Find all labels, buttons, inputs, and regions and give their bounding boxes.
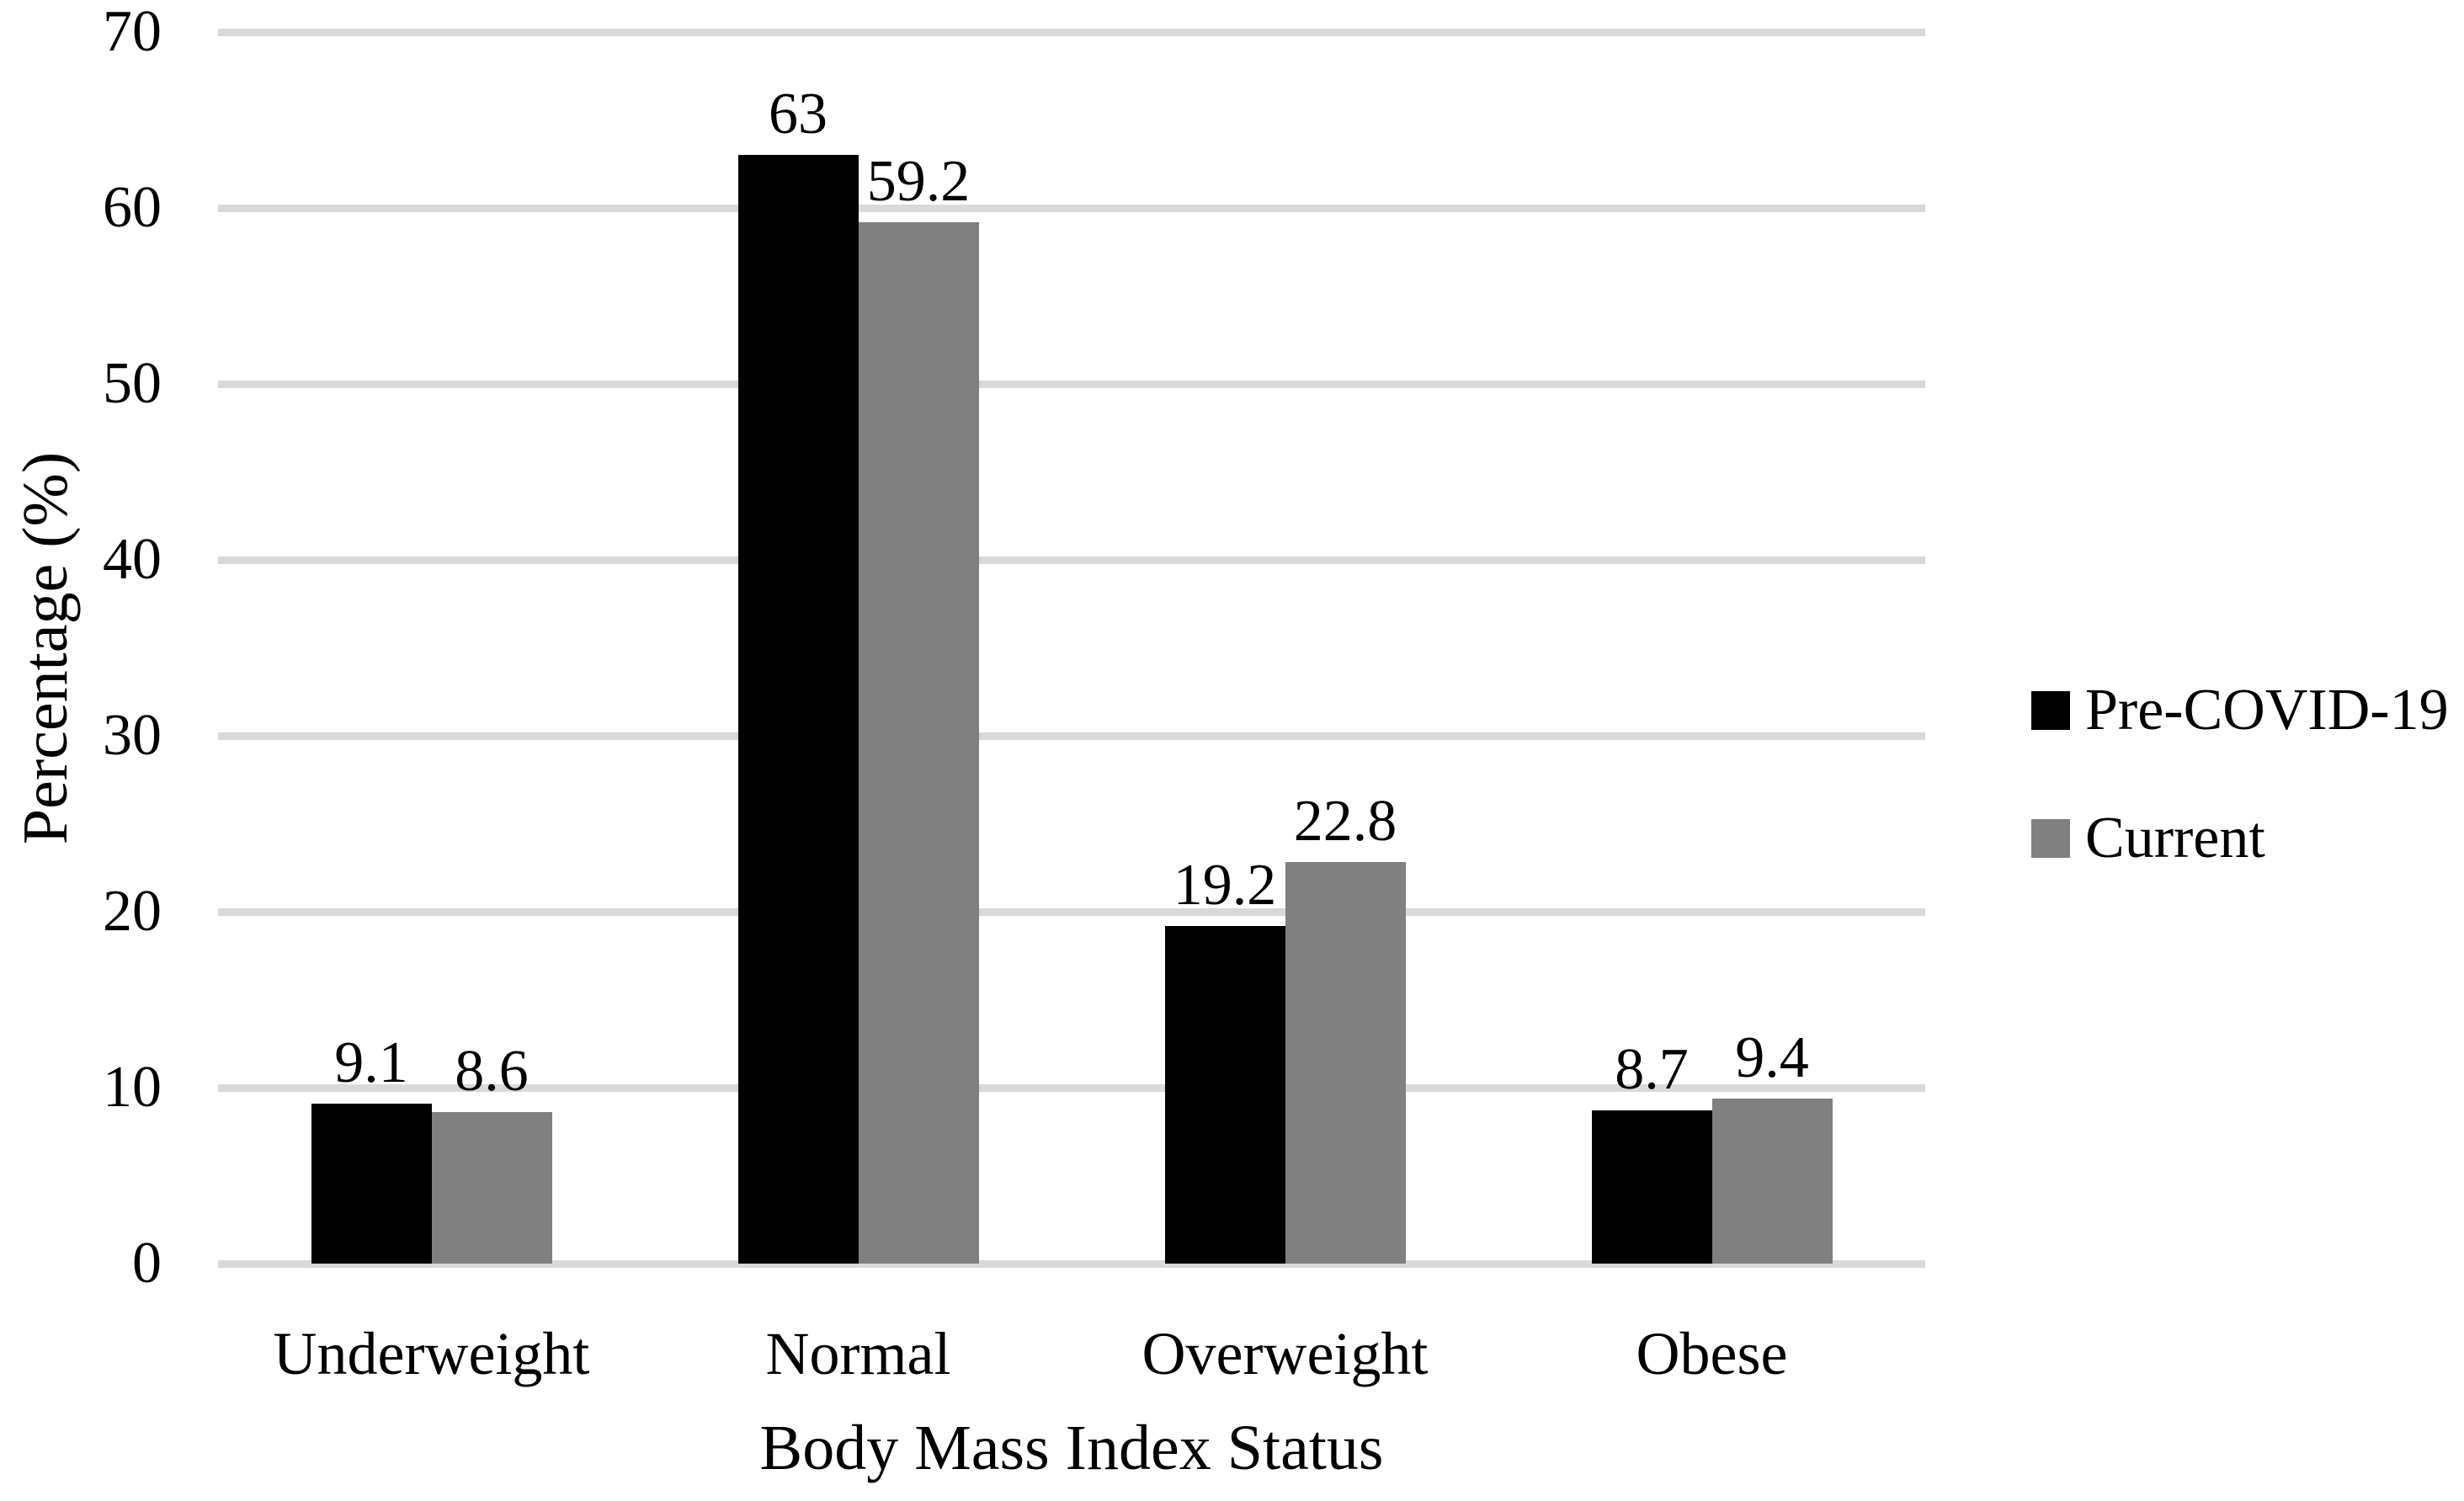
bar-current-obese: [1711, 1098, 1833, 1264]
x-axis-tick-label-overweight: Overweight: [1142, 1320, 1429, 1387]
data-label-pre-covid-19-obese: 8.7: [1615, 1037, 1689, 1103]
data-label-pre-covid-19-underweight: 9.1: [334, 1030, 408, 1095]
gridline-20: [218, 908, 1925, 916]
bar-pre-covid-19-normal: [737, 155, 859, 1264]
x-axis-tick-label-underweight: Underweight: [273, 1320, 590, 1387]
data-label-current-overweight: 22.8: [1293, 789, 1397, 854]
x-axis-tick-label-normal: Normal: [765, 1320, 951, 1387]
legend-swatch-pre-covid-19: [2031, 691, 2070, 730]
gridline-10: [218, 1083, 1925, 1092]
y-axis-tick-label-70: 70: [103, 0, 162, 64]
data-label-current-underweight: 8.6: [455, 1039, 529, 1104]
y-axis-tick-label-0: 0: [132, 1231, 162, 1296]
legend-label-current: Current: [2085, 806, 2265, 870]
gridline-0: [218, 1259, 1925, 1268]
bar-pre-covid-19-obese: [1591, 1110, 1712, 1264]
legend-item-current: Current: [2031, 806, 2265, 870]
y-axis-tick-label-40: 40: [103, 527, 162, 592]
bar-pre-covid-19-overweight: [1164, 925, 1285, 1264]
gridline-50: [218, 380, 1925, 388]
gridline-30: [218, 732, 1925, 740]
y-axis-tick-label-50: 50: [103, 351, 162, 416]
y-axis-tick-label-30: 30: [103, 703, 162, 768]
gridline-60: [218, 204, 1925, 212]
x-axis-tick-label-obese: Obese: [1636, 1320, 1788, 1387]
data-label-pre-covid-19-overweight: 19.2: [1173, 852, 1277, 918]
y-axis-tick-label-10: 10: [103, 1055, 162, 1120]
data-label-pre-covid-19-normal: 63: [769, 82, 828, 147]
legend-label-pre-covid-19: Pre-COVID-19: [2085, 678, 2449, 743]
bar-current-normal: [858, 221, 979, 1264]
bar-current-overweight: [1285, 862, 1406, 1264]
bar-current-underweight: [431, 1112, 552, 1264]
gridline-70: [218, 28, 1925, 36]
data-label-current-obese: 9.4: [1735, 1025, 1809, 1090]
x-axis-title: Body Mass Index Status: [759, 1413, 1384, 1483]
y-axis-tick-label-20: 20: [103, 879, 162, 944]
legend-item-pre-covid-19: Pre-COVID-19: [2031, 679, 2449, 743]
data-label-current-normal: 59.2: [866, 148, 971, 214]
bar-pre-covid-19-underweight: [311, 1103, 432, 1264]
gridline-40: [218, 556, 1925, 564]
legend-swatch-current: [2031, 819, 2070, 858]
y-axis-tick-label-60: 60: [103, 175, 162, 240]
